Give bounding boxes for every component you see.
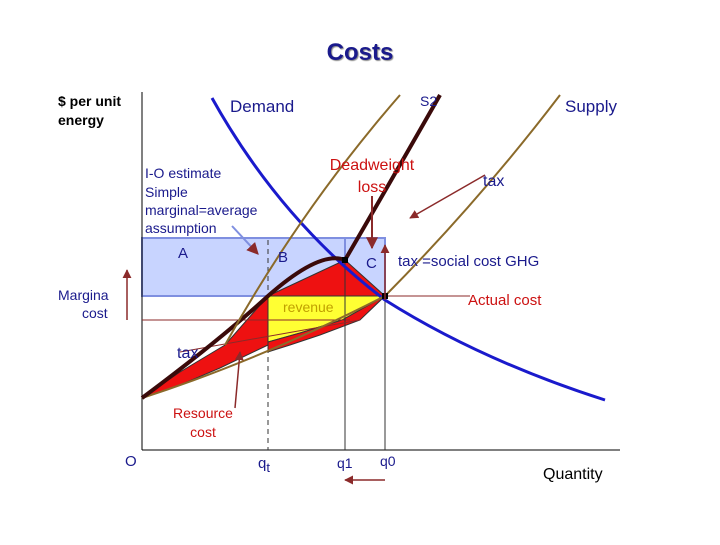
io-estimate-label: I-O estimate xyxy=(145,165,221,181)
equilibrium-point-q1 xyxy=(342,257,348,263)
revenue-label: revenue xyxy=(283,299,334,315)
supply-label: Supply xyxy=(565,97,617,116)
q0-label: q0 xyxy=(380,453,396,469)
y-axis-label-line1: $ per unit xyxy=(58,93,121,109)
tax-left-label: tax xyxy=(177,345,198,362)
tax-social-cost-label: tax =social cost GHG xyxy=(398,253,539,270)
q1-label: q1 xyxy=(337,455,353,471)
qt-label-main: q xyxy=(258,455,266,472)
area-a-label: A xyxy=(178,245,188,262)
brown-upper-curve xyxy=(224,94,401,346)
area-c-label: C xyxy=(366,255,377,272)
area-b-label: B xyxy=(278,249,288,266)
actual-cost-label: Actual cost xyxy=(468,292,542,309)
y-axis-label-line2: energy xyxy=(58,112,104,128)
resource-cost-pointer xyxy=(234,351,244,409)
deadweight-label-line2: loss xyxy=(358,179,386,196)
s2-curve xyxy=(140,94,442,400)
resource-cost-label-line2: cost xyxy=(190,424,216,440)
simple-assumption-pointer xyxy=(231,225,259,255)
marginal-cost-label-line1: Margina xyxy=(58,287,109,303)
marginal-cost-label-line2: cost xyxy=(82,305,108,321)
origin-label: O xyxy=(125,453,137,470)
simple-label-line1: Simple xyxy=(145,184,188,200)
s2-label: S2 xyxy=(420,93,437,109)
demand-label: Demand xyxy=(230,97,294,116)
simple-label-line3: assumption xyxy=(145,220,217,236)
tax-top-pointer xyxy=(409,174,486,219)
deadweight-label-line1: Deadweight xyxy=(330,157,415,174)
tax-top-label: tax xyxy=(483,173,504,190)
x-axis-label: Quantity xyxy=(543,466,603,483)
deadweight-area xyxy=(267,259,387,297)
simple-label-line2: marginal=average xyxy=(145,202,258,218)
qt-label: qt xyxy=(258,455,270,475)
qt-label-sub: t xyxy=(266,460,270,475)
page-title: Costs xyxy=(327,39,394,66)
resource-cost-label-line1: Resource xyxy=(173,405,233,421)
